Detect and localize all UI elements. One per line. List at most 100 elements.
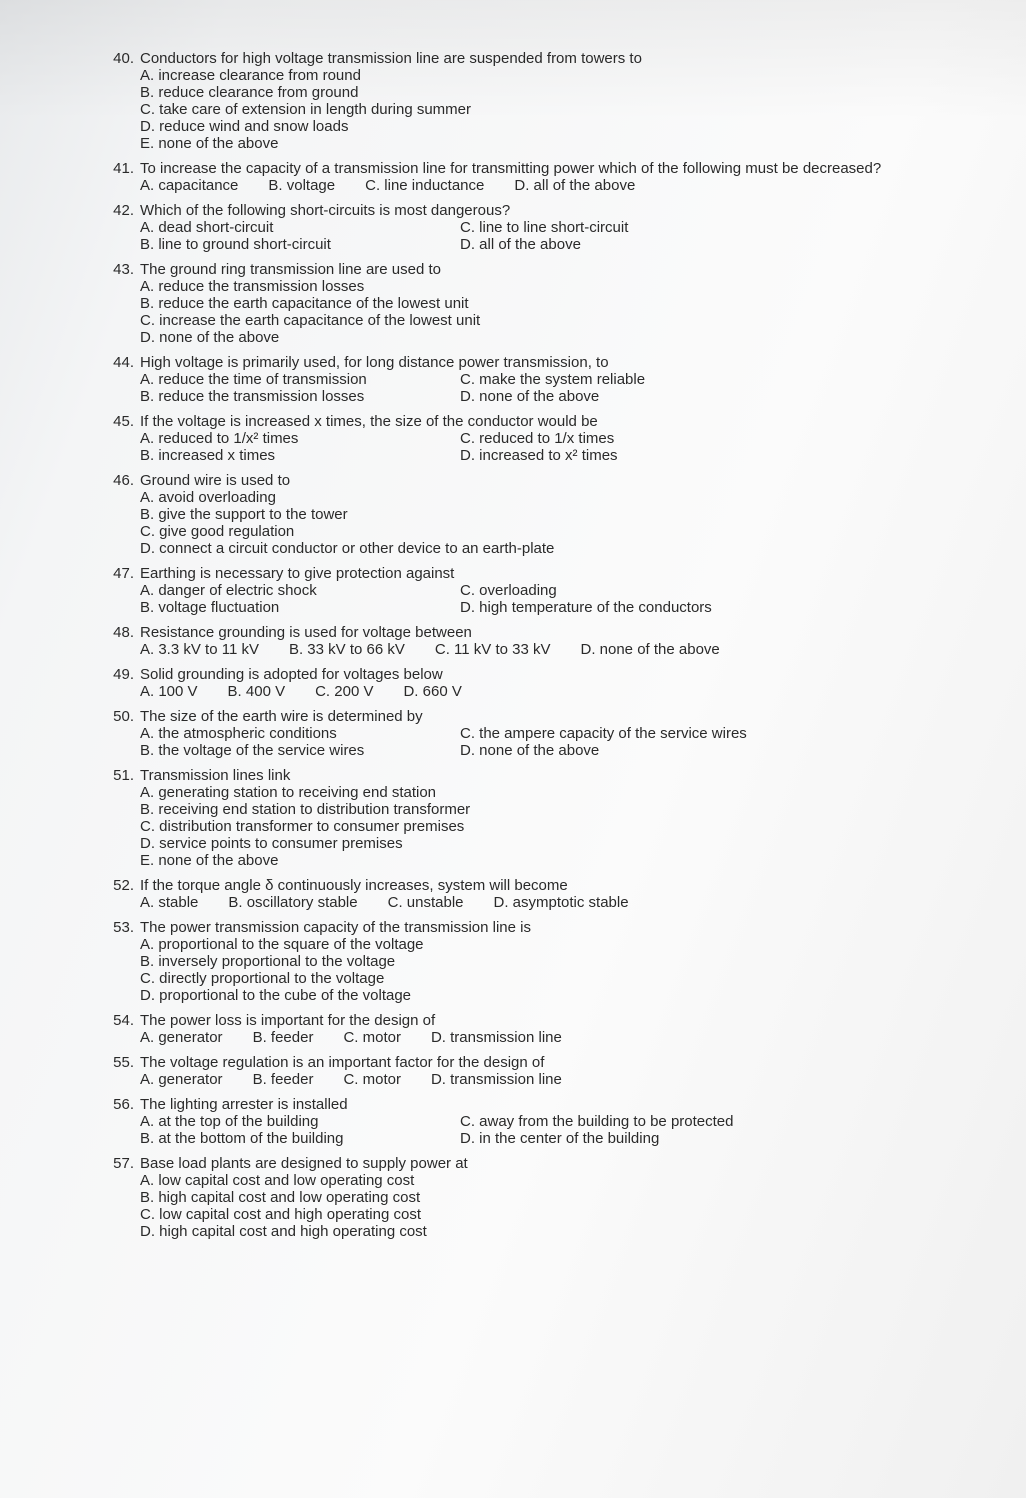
option: A. generator	[140, 1071, 223, 1088]
option: C. directly proportional to the voltage	[140, 970, 966, 987]
question-row: 48.Resistance grounding is used for volt…	[100, 624, 966, 641]
question-stem: If the torque angle δ continuously incre…	[140, 877, 966, 894]
question-row: 43.The ground ring transmission line are…	[100, 261, 966, 278]
option: E. none of the above	[140, 852, 966, 869]
option-line: A. reduced to 1/x² timesC. reduced to 1/…	[140, 430, 966, 447]
options: A. increase clearance from roundB. reduc…	[140, 67, 966, 152]
option: D. high capital cost and high operating …	[140, 1223, 966, 1240]
option: A. stable	[140, 894, 198, 911]
question: 57.Base load plants are designed to supp…	[100, 1155, 966, 1240]
question: 44.High voltage is primarily used, for l…	[100, 354, 966, 405]
question-stem: Earthing is necessary to give protection…	[140, 565, 966, 582]
question: 55.The voltage regulation is an importan…	[100, 1054, 966, 1088]
options: A. generatorB. feederC. motorD. transmis…	[140, 1071, 966, 1088]
option: C. motor	[343, 1029, 401, 1046]
option: C. give good regulation	[140, 523, 966, 540]
option-line: A. stableB. oscillatory stableC. unstabl…	[140, 894, 966, 911]
option: D. all of the above	[460, 236, 581, 253]
question-stem: High voltage is primarily used, for long…	[140, 354, 966, 371]
question: 53.The power transmission capacity of th…	[100, 919, 966, 1004]
question-stem: If the voltage is increased x times, the…	[140, 413, 966, 430]
option-line: B. the voltage of the service wiresD. no…	[140, 742, 966, 759]
option: D. transmission line	[431, 1029, 562, 1046]
option: C. line to line short-circuit	[460, 219, 628, 236]
question-row: 40.Conductors for high voltage transmiss…	[100, 50, 966, 67]
option: B. increased x times	[140, 447, 460, 464]
option: A. 100 V	[140, 683, 198, 700]
question-number: 47.	[100, 565, 140, 582]
option: C. overloading	[460, 582, 557, 599]
option: B. receiving end station to distribution…	[140, 801, 966, 818]
options: A. the atmospheric conditionsC. the ampe…	[140, 725, 966, 759]
option-line: A. danger of electric shockC. overloadin…	[140, 582, 966, 599]
option: A. proportional to the square of the vol…	[140, 936, 966, 953]
question-number: 41.	[100, 160, 140, 177]
question-row: 53.The power transmission capacity of th…	[100, 919, 966, 936]
option: B. give the support to the tower	[140, 506, 966, 523]
question-number: 55.	[100, 1054, 140, 1071]
option-line: A. generatorB. feederC. motorD. transmis…	[140, 1071, 966, 1088]
option: D. none of the above	[460, 388, 599, 405]
question-number: 42.	[100, 202, 140, 219]
option: B. voltage	[268, 177, 335, 194]
question: 48.Resistance grounding is used for volt…	[100, 624, 966, 658]
option: B. oscillatory stable	[228, 894, 357, 911]
option: B. the voltage of the service wires	[140, 742, 460, 759]
option: C. make the system reliable	[460, 371, 645, 388]
options: A. capacitanceB. voltageC. line inductan…	[140, 177, 966, 194]
option: A. the atmospheric conditions	[140, 725, 460, 742]
question-stem: To increase the capacity of a transmissi…	[140, 160, 966, 177]
question: 52.If the torque angle δ continuously in…	[100, 877, 966, 911]
options: A. avoid overloadingB. give the support …	[140, 489, 966, 557]
option: C. increase the earth capacitance of the…	[140, 312, 966, 329]
option: D. increased to x² times	[460, 447, 618, 464]
question-number: 53.	[100, 919, 140, 936]
options: A. reduce the time of transmissionC. mak…	[140, 371, 966, 405]
option: C. distribution transformer to consumer …	[140, 818, 966, 835]
option: C. 200 V	[315, 683, 373, 700]
option: D. transmission line	[431, 1071, 562, 1088]
option: C. line inductance	[365, 177, 484, 194]
question-stem: Ground wire is used to	[140, 472, 966, 489]
question-number: 52.	[100, 877, 140, 894]
question-row: 57.Base load plants are designed to supp…	[100, 1155, 966, 1172]
options: A. generatorB. feederC. motorD. transmis…	[140, 1029, 966, 1046]
option: C. 11 kV to 33 kV	[435, 641, 551, 658]
option: A. reduce the time of transmission	[140, 371, 460, 388]
question: 42.Which of the following short-circuits…	[100, 202, 966, 253]
option: C. the ampere capacity of the service wi…	[460, 725, 747, 742]
question: 56.The lighting arrester is installedA. …	[100, 1096, 966, 1147]
question-number: 48.	[100, 624, 140, 641]
question-stem: The voltage regulation is an important f…	[140, 1054, 966, 1071]
question-number: 57.	[100, 1155, 140, 1172]
option-line: A. generatorB. feederC. motorD. transmis…	[140, 1029, 966, 1046]
option: D. proportional to the cube of the volta…	[140, 987, 966, 1004]
question-row: 42.Which of the following short-circuits…	[100, 202, 966, 219]
options: A. low capital cost and low operating co…	[140, 1172, 966, 1240]
question-row: 56.The lighting arrester is installed	[100, 1096, 966, 1113]
options: A. reduced to 1/x² timesC. reduced to 1/…	[140, 430, 966, 464]
option: C. reduced to 1/x times	[460, 430, 614, 447]
question: 41.To increase the capacity of a transmi…	[100, 160, 966, 194]
option-line: A. the atmospheric conditionsC. the ampe…	[140, 725, 966, 742]
option: D. none of the above	[580, 641, 719, 658]
question: 47.Earthing is necessary to give protect…	[100, 565, 966, 616]
option: D. none of the above	[460, 742, 599, 759]
option: B. line to ground short-circuit	[140, 236, 460, 253]
options: A. proportional to the square of the vol…	[140, 936, 966, 1004]
question: 46.Ground wire is used toA. avoid overlo…	[100, 472, 966, 557]
options: A. danger of electric shockC. overloadin…	[140, 582, 966, 616]
question-stem: Which of the following short-circuits is…	[140, 202, 966, 219]
question: 49.Solid grounding is adopted for voltag…	[100, 666, 966, 700]
option: A. generator	[140, 1029, 223, 1046]
question-number: 49.	[100, 666, 140, 683]
option: A. avoid overloading	[140, 489, 966, 506]
question-stem: The size of the earth wire is determined…	[140, 708, 966, 725]
option: D. 660 V	[403, 683, 461, 700]
question-row: 41.To increase the capacity of a transmi…	[100, 160, 966, 177]
option: B. 33 kV to 66 kV	[289, 641, 405, 658]
option-line: A. dead short-circuitC. line to line sho…	[140, 219, 966, 236]
question-number: 40.	[100, 50, 140, 67]
options: A. at the top of the buildingC. away fro…	[140, 1113, 966, 1147]
question-stem: Transmission lines link	[140, 767, 966, 784]
